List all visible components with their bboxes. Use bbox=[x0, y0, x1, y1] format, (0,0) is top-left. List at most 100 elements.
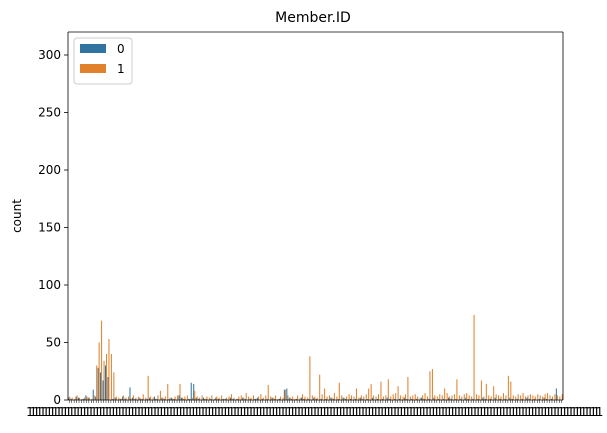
x-tick-label: 1 bbox=[260, 405, 268, 419]
bar-series-0 bbox=[416, 398, 418, 400]
x-tick-label: 1 bbox=[234, 405, 242, 419]
bar-series-0 bbox=[421, 397, 423, 400]
bar-series-0 bbox=[499, 398, 501, 400]
bar-series-1 bbox=[490, 396, 492, 400]
x-tick-label: 1 bbox=[385, 405, 393, 419]
bar-series-1 bbox=[76, 395, 78, 400]
bar-series-1 bbox=[81, 398, 83, 400]
bar-series-1 bbox=[162, 397, 164, 400]
bar-series-1 bbox=[179, 383, 181, 400]
bar-series-0 bbox=[313, 397, 315, 400]
bar-series-0 bbox=[171, 397, 173, 400]
x-tick-label: 1 bbox=[237, 405, 245, 419]
x-tick-label: 1 bbox=[212, 405, 220, 419]
x-tick-label: 1 bbox=[180, 405, 188, 419]
bar-series-0 bbox=[168, 398, 170, 400]
bar-series-1 bbox=[302, 394, 304, 400]
bar-series-1 bbox=[537, 394, 539, 400]
bar-series-1 bbox=[365, 394, 367, 400]
x-tick-label: 1 bbox=[477, 405, 485, 419]
bar-series-1 bbox=[275, 395, 277, 400]
bar-series-1 bbox=[147, 375, 149, 400]
bar-series-1 bbox=[311, 395, 313, 400]
bar-series-1 bbox=[115, 396, 117, 400]
y-tick-label: 50 bbox=[46, 336, 61, 350]
bar-series-1 bbox=[422, 395, 424, 400]
x-tick-label: 1 bbox=[525, 405, 533, 419]
x-tick-label: 1 bbox=[426, 405, 434, 419]
bar-series-1 bbox=[549, 395, 551, 400]
bar-series-0 bbox=[465, 397, 467, 400]
x-tick-label: 1 bbox=[442, 405, 450, 419]
x-tick-label: 1 bbox=[135, 405, 143, 419]
bar-series-1 bbox=[297, 395, 299, 400]
bar-series-1 bbox=[397, 386, 399, 400]
legend-swatch bbox=[80, 44, 106, 53]
bar-series-1 bbox=[390, 396, 392, 400]
x-tick-label: 1 bbox=[228, 405, 236, 419]
x-tick-label: 1 bbox=[378, 405, 386, 419]
bar-series-1 bbox=[265, 395, 267, 400]
bar-series-0 bbox=[325, 398, 327, 400]
x-tick-label: 1 bbox=[87, 405, 95, 419]
x-tick-label: 1 bbox=[257, 405, 265, 419]
x-tick-label: 1 bbox=[279, 405, 287, 419]
bar-series-1 bbox=[128, 396, 130, 400]
bar-series-0 bbox=[102, 380, 104, 400]
bar-series-1 bbox=[167, 383, 169, 400]
bar-series-1 bbox=[292, 396, 294, 400]
x-tick-label: 1 bbox=[538, 405, 546, 419]
x-tick-label: 1 bbox=[45, 405, 53, 419]
x-tick-label: 1 bbox=[356, 405, 364, 419]
bar-series-1 bbox=[316, 397, 318, 400]
bar-series-0 bbox=[249, 398, 251, 400]
bar-series-1 bbox=[507, 375, 509, 400]
bar-series-0 bbox=[237, 398, 239, 400]
bar-series-1 bbox=[441, 395, 443, 400]
bar-series-1 bbox=[243, 397, 245, 400]
bar-series-1 bbox=[539, 395, 541, 400]
bar-series-1 bbox=[196, 396, 198, 400]
bar-series-0 bbox=[484, 398, 486, 400]
x-tick-label: 1 bbox=[519, 405, 527, 419]
bar-series-1 bbox=[233, 397, 235, 400]
bar-series-1 bbox=[177, 395, 179, 400]
bar-series-1 bbox=[380, 381, 382, 400]
bar-series-1 bbox=[409, 396, 411, 400]
y-axis: 0 50 100 150 200 250 300 bbox=[38, 31, 564, 407]
x-tick-label: 1 bbox=[103, 405, 111, 419]
x-tick-label: 1 bbox=[90, 405, 98, 419]
bar-series-0 bbox=[195, 397, 197, 400]
x-tick-label: 1 bbox=[407, 405, 415, 419]
bar-series-1 bbox=[387, 379, 389, 400]
bar-series-0 bbox=[550, 398, 552, 400]
x-tick-label: 1 bbox=[564, 405, 572, 419]
bar-series-0 bbox=[217, 398, 219, 400]
y-tick-label: 300 bbox=[38, 48, 61, 62]
bar-series-0 bbox=[122, 396, 124, 400]
legend-swatch bbox=[80, 64, 106, 73]
bar-series-0 bbox=[509, 397, 511, 400]
bar-series-0 bbox=[244, 398, 246, 400]
x-tick-label: 1 bbox=[58, 405, 66, 419]
bar-series-1 bbox=[206, 396, 208, 400]
x-tick-label: 1 bbox=[250, 405, 258, 419]
x-tick-label: 1 bbox=[509, 405, 517, 419]
x-tick-label: 1 bbox=[183, 405, 191, 419]
x-tick-label: 1 bbox=[289, 405, 297, 419]
bar-series-1 bbox=[277, 398, 279, 400]
bar-series-0 bbox=[320, 398, 322, 400]
bar-series-1 bbox=[98, 342, 100, 400]
x-tick-label: 1 bbox=[465, 405, 473, 419]
x-tick-label: 1 bbox=[381, 405, 389, 419]
bar-series-1 bbox=[221, 395, 223, 400]
x-tick-label: 1 bbox=[97, 405, 105, 419]
bar-series-0 bbox=[472, 398, 474, 400]
bar-series-1 bbox=[130, 398, 132, 400]
bar-series-1 bbox=[140, 398, 142, 400]
bar-series-1 bbox=[512, 395, 514, 400]
x-tick-label: 1 bbox=[580, 405, 588, 419]
bar-series-1 bbox=[137, 396, 139, 400]
bar-series-1 bbox=[355, 388, 357, 400]
x-tick-label: 1 bbox=[410, 405, 418, 419]
